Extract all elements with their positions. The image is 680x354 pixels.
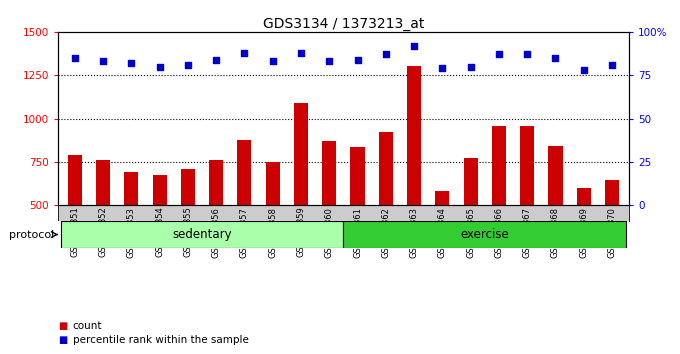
Point bbox=[69, 55, 80, 61]
Point bbox=[154, 64, 165, 69]
Point bbox=[437, 65, 448, 71]
Bar bbox=[68, 155, 82, 292]
Bar bbox=[379, 132, 393, 292]
Point bbox=[380, 52, 391, 57]
Bar bbox=[209, 160, 223, 292]
Title: GDS3134 / 1373213_at: GDS3134 / 1373213_at bbox=[262, 17, 424, 31]
Point bbox=[126, 60, 137, 66]
Point bbox=[239, 50, 250, 56]
Bar bbox=[407, 66, 421, 292]
Bar bbox=[343, 221, 626, 248]
Bar bbox=[96, 160, 110, 292]
Bar bbox=[237, 140, 252, 292]
Bar bbox=[492, 126, 506, 292]
Bar bbox=[605, 180, 619, 292]
Text: percentile rank within the sample: percentile rank within the sample bbox=[73, 335, 249, 345]
Point bbox=[352, 57, 363, 62]
Bar bbox=[322, 141, 337, 292]
Point bbox=[522, 52, 532, 57]
Bar bbox=[435, 192, 449, 292]
Bar bbox=[61, 221, 343, 248]
Point bbox=[494, 52, 505, 57]
Bar bbox=[294, 103, 308, 292]
Point bbox=[267, 58, 278, 64]
Bar bbox=[548, 146, 562, 292]
Point bbox=[324, 58, 335, 64]
Text: exercise: exercise bbox=[460, 228, 509, 241]
Bar bbox=[266, 162, 279, 292]
Text: protocol: protocol bbox=[9, 229, 54, 240]
Text: sedentary: sedentary bbox=[172, 228, 232, 241]
Text: ■: ■ bbox=[58, 335, 67, 345]
Point bbox=[211, 57, 222, 62]
Bar bbox=[181, 169, 195, 292]
Text: ■: ■ bbox=[58, 321, 67, 331]
Point bbox=[98, 58, 109, 64]
Point bbox=[607, 62, 617, 68]
Bar bbox=[577, 188, 591, 292]
Point bbox=[578, 67, 589, 73]
Point bbox=[409, 43, 420, 48]
Point bbox=[182, 62, 193, 68]
Point bbox=[550, 55, 561, 61]
Bar bbox=[350, 147, 364, 292]
Bar bbox=[152, 175, 167, 292]
Bar bbox=[464, 158, 478, 292]
Point bbox=[465, 64, 476, 69]
Point bbox=[296, 50, 307, 56]
Text: count: count bbox=[73, 321, 102, 331]
Bar bbox=[520, 126, 534, 292]
Bar bbox=[124, 172, 139, 292]
